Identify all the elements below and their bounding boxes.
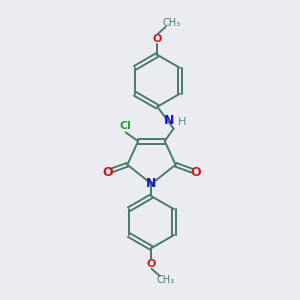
- Text: O: O: [147, 259, 156, 269]
- Text: CH₃: CH₃: [157, 275, 175, 285]
- Text: O: O: [102, 166, 112, 179]
- Text: Cl: Cl: [119, 121, 131, 131]
- Text: O: O: [190, 166, 201, 179]
- Text: N: N: [146, 177, 157, 190]
- Text: O: O: [153, 34, 162, 44]
- Text: H: H: [178, 117, 186, 127]
- Text: CH₃: CH₃: [162, 18, 181, 28]
- Text: N: N: [164, 114, 174, 127]
